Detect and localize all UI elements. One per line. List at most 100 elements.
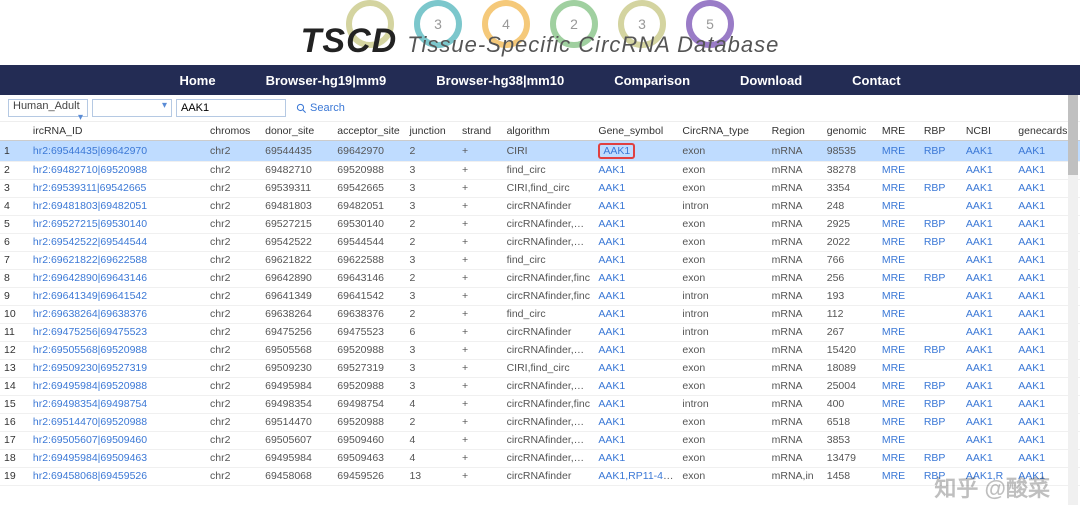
cell[interactable]: MRE	[878, 140, 920, 161]
cell[interactable]: AAK1	[962, 161, 1014, 179]
table-row[interactable]: 12hr2:69505568|69520988chr26950556869520…	[0, 341, 1080, 359]
cell[interactable]	[920, 287, 962, 305]
col-header[interactable]: strand	[458, 122, 503, 140]
cell[interactable]: AAK1	[962, 323, 1014, 341]
cell[interactable]: AAK1	[962, 431, 1014, 449]
cell[interactable]: MRE	[878, 395, 920, 413]
cell[interactable]: AAK1	[594, 449, 678, 467]
cell[interactable]: hr2:69505568|69520988	[29, 341, 206, 359]
cell[interactable]: AAK1	[594, 197, 678, 215]
cell[interactable]: hr2:69495984|69509463	[29, 449, 206, 467]
nav-contact[interactable]: Contact	[852, 73, 900, 88]
cell[interactable]	[920, 161, 962, 179]
cell[interactable]: hr2:69641349|69641542	[29, 287, 206, 305]
cell[interactable]: AAK1	[962, 449, 1014, 467]
cell[interactable]: MRE	[878, 377, 920, 395]
secondary-select[interactable]	[92, 99, 172, 117]
cell[interactable]: AAK1	[594, 395, 678, 413]
cell[interactable]: MRE	[878, 467, 920, 485]
cell[interactable]: AAK1	[594, 140, 678, 161]
cell[interactable]: AAK1	[962, 269, 1014, 287]
cell[interactable]: hr2:69539311|69542665	[29, 179, 206, 197]
col-header[interactable]: genomic	[823, 122, 878, 140]
cell[interactable]: MRE	[878, 215, 920, 233]
cell[interactable]	[920, 305, 962, 323]
cell[interactable]: hr2:69505607|69509460	[29, 431, 206, 449]
cell[interactable]: MRE	[878, 251, 920, 269]
table-row[interactable]: 9hr2:69641349|69641542chr269641349696415…	[0, 287, 1080, 305]
cell[interactable]: hr2:69542522|69544544	[29, 233, 206, 251]
cell[interactable]	[920, 197, 962, 215]
cell[interactable]: hr2:69509230|69527319	[29, 359, 206, 377]
col-header[interactable]: junction	[405, 122, 457, 140]
cell[interactable]: RBP	[920, 140, 962, 161]
cell[interactable]: AAK1	[594, 341, 678, 359]
table-row[interactable]: 14hr2:69495984|69520988chr26949598469520…	[0, 377, 1080, 395]
cell[interactable]	[920, 323, 962, 341]
scrollbar[interactable]	[1068, 95, 1078, 505]
nav-browser-hg19[interactable]: Browser-hg19|mm9	[266, 73, 387, 88]
cell[interactable]: hr2:69544435|69642970	[29, 140, 206, 161]
cell[interactable]: MRE	[878, 359, 920, 377]
cell[interactable]: MRE	[878, 431, 920, 449]
cell[interactable]: AAK1	[594, 215, 678, 233]
col-header[interactable]: Region	[768, 122, 823, 140]
cell[interactable]: AAK1	[594, 305, 678, 323]
cell[interactable]: MRE	[878, 197, 920, 215]
col-header[interactable]: MRE	[878, 122, 920, 140]
cell[interactable]: AAK1	[962, 197, 1014, 215]
cell[interactable]	[920, 359, 962, 377]
cell[interactable]: AAK1,RP11-427H	[594, 467, 678, 485]
cell[interactable]: AAK1	[962, 305, 1014, 323]
cell[interactable]: AAK1	[594, 251, 678, 269]
cell[interactable]: MRE	[878, 413, 920, 431]
cell[interactable]: AAK1	[962, 179, 1014, 197]
col-header[interactable]: NCBI	[962, 122, 1014, 140]
cell[interactable]	[920, 431, 962, 449]
cell[interactable]: hr2:69498354|69498754	[29, 395, 206, 413]
cell[interactable]: AAK1	[962, 140, 1014, 161]
cell[interactable]: hr2:69481803|69482051	[29, 197, 206, 215]
cell[interactable]: AAK1	[594, 413, 678, 431]
cell[interactable]: hr2:69495984|69520988	[29, 377, 206, 395]
table-row[interactable]: 8hr2:69642890|69643146chr269642890696431…	[0, 269, 1080, 287]
cell[interactable]: MRE	[878, 233, 920, 251]
cell[interactable]: RBP	[920, 269, 962, 287]
cell[interactable]: MRE	[878, 287, 920, 305]
cell[interactable]: RBP	[920, 395, 962, 413]
cell[interactable]	[920, 251, 962, 269]
table-row[interactable]: 3hr2:69539311|69542665chr269539311695426…	[0, 179, 1080, 197]
col-header[interactable]: RBP	[920, 122, 962, 140]
cell[interactable]: AAK1	[962, 251, 1014, 269]
cell[interactable]: AAK1	[962, 341, 1014, 359]
cell[interactable]: RBP	[920, 215, 962, 233]
cell[interactable]: AAK1	[594, 269, 678, 287]
cell[interactable]: RBP	[920, 413, 962, 431]
cell[interactable]: AAK1	[594, 161, 678, 179]
cell[interactable]: AAK1	[962, 287, 1014, 305]
nav-browser-hg38[interactable]: Browser-hg38|mm10	[436, 73, 564, 88]
cell[interactable]: AAK1	[962, 395, 1014, 413]
table-row[interactable]: 5hr2:69527215|69530140chr269527215695301…	[0, 215, 1080, 233]
cell[interactable]: AAK1	[962, 215, 1014, 233]
cell[interactable]: MRE	[878, 341, 920, 359]
cell[interactable]: hr2:69458068|69459526	[29, 467, 206, 485]
table-row[interactable]: 16hr2:69514470|69520988chr26951447069520…	[0, 413, 1080, 431]
cell[interactable]: AAK1	[962, 377, 1014, 395]
search-input[interactable]	[176, 99, 286, 117]
cell[interactable]: RBP	[920, 341, 962, 359]
table-row[interactable]: 2hr2:69482710|69520988chr269482710695209…	[0, 161, 1080, 179]
cell[interactable]: hr2:69482710|69520988	[29, 161, 206, 179]
table-row[interactable]: 15hr2:69498354|69498754chr26949835469498…	[0, 395, 1080, 413]
species-select[interactable]: Human_Adult	[8, 99, 88, 117]
cell[interactable]: MRE	[878, 161, 920, 179]
nav-comparison[interactable]: Comparison	[614, 73, 690, 88]
table-row[interactable]: 10hr2:69638264|69638376chr26963826469638…	[0, 305, 1080, 323]
cell[interactable]: MRE	[878, 305, 920, 323]
cell[interactable]: AAK1	[594, 377, 678, 395]
nav-home[interactable]: Home	[179, 73, 215, 88]
col-header[interactable]: ircRNA_ID	[29, 122, 206, 140]
col-header[interactable]: chromos	[206, 122, 261, 140]
table-row[interactable]: 13hr2:69509230|69527319chr26950923069527…	[0, 359, 1080, 377]
cell[interactable]: MRE	[878, 323, 920, 341]
